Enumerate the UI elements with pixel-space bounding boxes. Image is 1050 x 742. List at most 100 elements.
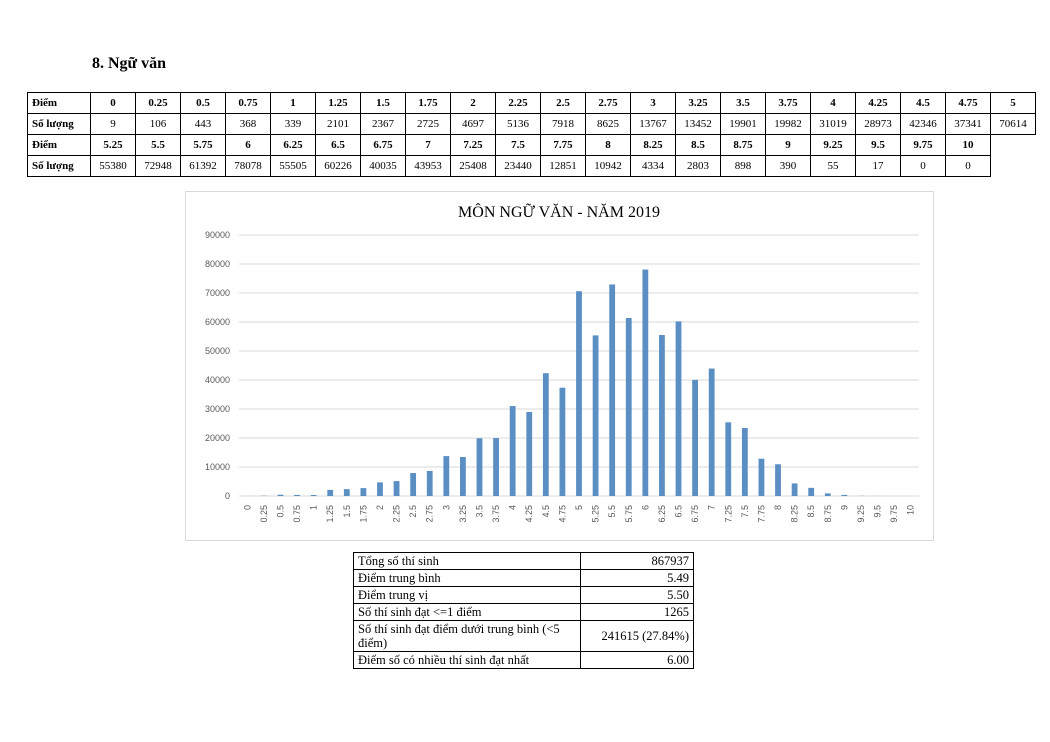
x-tick-label: 0.25 <box>259 505 269 523</box>
count-cell: 25408 <box>450 155 496 177</box>
x-tick-label: 5 <box>574 505 584 510</box>
x-tick-label: 6.75 <box>690 505 700 523</box>
score-cell: 7.5 <box>495 134 541 156</box>
score-cell: 9.75 <box>900 134 946 156</box>
bar <box>377 482 383 496</box>
score-cell: 0.75 <box>225 92 271 114</box>
count-cell: 40035 <box>360 155 406 177</box>
bar <box>692 379 698 496</box>
x-tick-label: 0.75 <box>292 505 302 523</box>
x-tick-label: 10 <box>906 505 916 515</box>
x-tick-label: 2.75 <box>425 505 435 523</box>
score-cell: 3.5 <box>720 92 766 114</box>
count-cell: 78078 <box>225 155 271 177</box>
chart-container: MÔN NGỮ VĂN - NĂM 2019 0 10000 20000 30000 4… <box>185 191 934 541</box>
score-cell: 6.75 <box>360 134 406 156</box>
statistics-table: Tổng số thí sinh 867937 Điểm trung bình 5.4… <box>353 552 694 669</box>
table-row: Điểm 0 0.25 0.5 0.75 1 1.25 1.5 1.75 2 2.25 2.5 2.7… <box>27 92 1036 114</box>
y-tick-label: 90000 <box>205 230 230 240</box>
count-cell: 55505 <box>270 155 316 177</box>
bar <box>310 495 317 496</box>
bar <box>360 488 367 496</box>
stats-row: Điểm trung vị 5.50 <box>353 586 694 604</box>
score-cell: 5 <box>990 92 1036 114</box>
y-axis-ticks: 0 10000 20000 30000 40000 50000 60000 70000 8000… <box>205 230 230 501</box>
x-tick-label: 5.25 <box>591 505 601 523</box>
x-tick-label: 3 <box>441 505 451 510</box>
score-cell: 1 <box>270 92 316 114</box>
x-tick-label: 3.75 <box>491 505 501 523</box>
y-tick-label: 70000 <box>205 288 230 298</box>
x-tick-label: 2.5 <box>408 505 418 518</box>
bar <box>460 456 466 496</box>
y-tick-label: 10000 <box>205 462 230 472</box>
x-tick-label: 2 <box>375 505 385 510</box>
count-cell: 443 <box>180 113 226 135</box>
stats-row: Điểm số có nhiều thí sinh đạt nhất 6.00 <box>353 651 694 669</box>
x-tick-label: 1 <box>309 505 319 510</box>
bar <box>824 493 831 496</box>
score-cell: 0.5 <box>180 92 226 114</box>
score-cell: 3.75 <box>765 92 811 114</box>
score-cell: 4 <box>810 92 856 114</box>
stat-label: Điểm trung vị <box>353 586 581 604</box>
x-tick-label: 2.25 <box>392 505 402 523</box>
x-tick-label: 7.25 <box>723 505 733 523</box>
score-cell: 6.5 <box>315 134 361 156</box>
x-tick-label: 8.5 <box>806 505 816 518</box>
x-tick-label: 6.25 <box>657 505 667 523</box>
bar <box>775 464 781 496</box>
y-tick-label: 0 <box>225 491 230 501</box>
count-cell: 9 <box>90 113 136 135</box>
y-tick-label: 50000 <box>205 346 230 356</box>
x-tick-label: 6 <box>640 505 650 510</box>
bar <box>526 411 533 496</box>
x-tick-label: 7.75 <box>756 505 766 523</box>
score-cell: 4.25 <box>855 92 901 114</box>
score-cell: 2.75 <box>585 92 631 114</box>
count-cell: 339 <box>270 113 316 135</box>
bar <box>476 438 483 496</box>
empty-cell <box>991 135 1036 156</box>
bar <box>741 428 748 496</box>
bar <box>327 489 334 496</box>
score-cell: 8.5 <box>675 134 721 156</box>
score-cell: 9 <box>765 134 811 156</box>
bar <box>609 284 616 496</box>
stat-value: 5.49 <box>580 569 694 587</box>
count-cell: 23440 <box>495 155 541 177</box>
stat-value: 5.50 <box>580 586 694 604</box>
score-cell: 4.75 <box>945 92 991 114</box>
score-cell: 10 <box>945 134 991 156</box>
count-cell: 61392 <box>180 155 226 177</box>
count-cell: 4697 <box>450 113 496 135</box>
score-cell: 8.75 <box>720 134 766 156</box>
count-cell: 37341 <box>945 113 991 135</box>
stats-row: Điểm trung bình 5.49 <box>353 569 694 587</box>
y-tick-label: 60000 <box>205 317 230 327</box>
bar <box>509 406 516 496</box>
score-cell: 2.5 <box>540 92 586 114</box>
table-row: Số lượng 55380 72948 61392 78078 55505 60226 4… <box>27 155 1036 177</box>
bar <box>625 317 632 496</box>
count-cell: 28973 <box>855 113 901 135</box>
count-cell: 60226 <box>315 155 361 177</box>
x-tick-label: 0.5 <box>275 505 285 518</box>
count-cell: 55 <box>810 155 856 177</box>
score-cell: 5.25 <box>90 134 136 156</box>
score-cell: 2 <box>450 92 496 114</box>
score-cell: 1.25 <box>315 92 361 114</box>
x-tick-label: 8.25 <box>790 505 800 523</box>
count-cell: 0 <box>900 155 946 177</box>
score-cell: 2.25 <box>495 92 541 114</box>
x-tick-label: 7.5 <box>740 505 750 518</box>
count-cell: 19982 <box>765 113 811 135</box>
score-cell: 0.25 <box>135 92 181 114</box>
score-cell: 4.5 <box>900 92 946 114</box>
bar <box>343 489 350 496</box>
bar <box>576 291 582 496</box>
count-cell: 5136 <box>495 113 541 135</box>
bar <box>841 494 848 496</box>
stat-value: 6.00 <box>580 651 694 669</box>
count-cell: 898 <box>720 155 766 177</box>
